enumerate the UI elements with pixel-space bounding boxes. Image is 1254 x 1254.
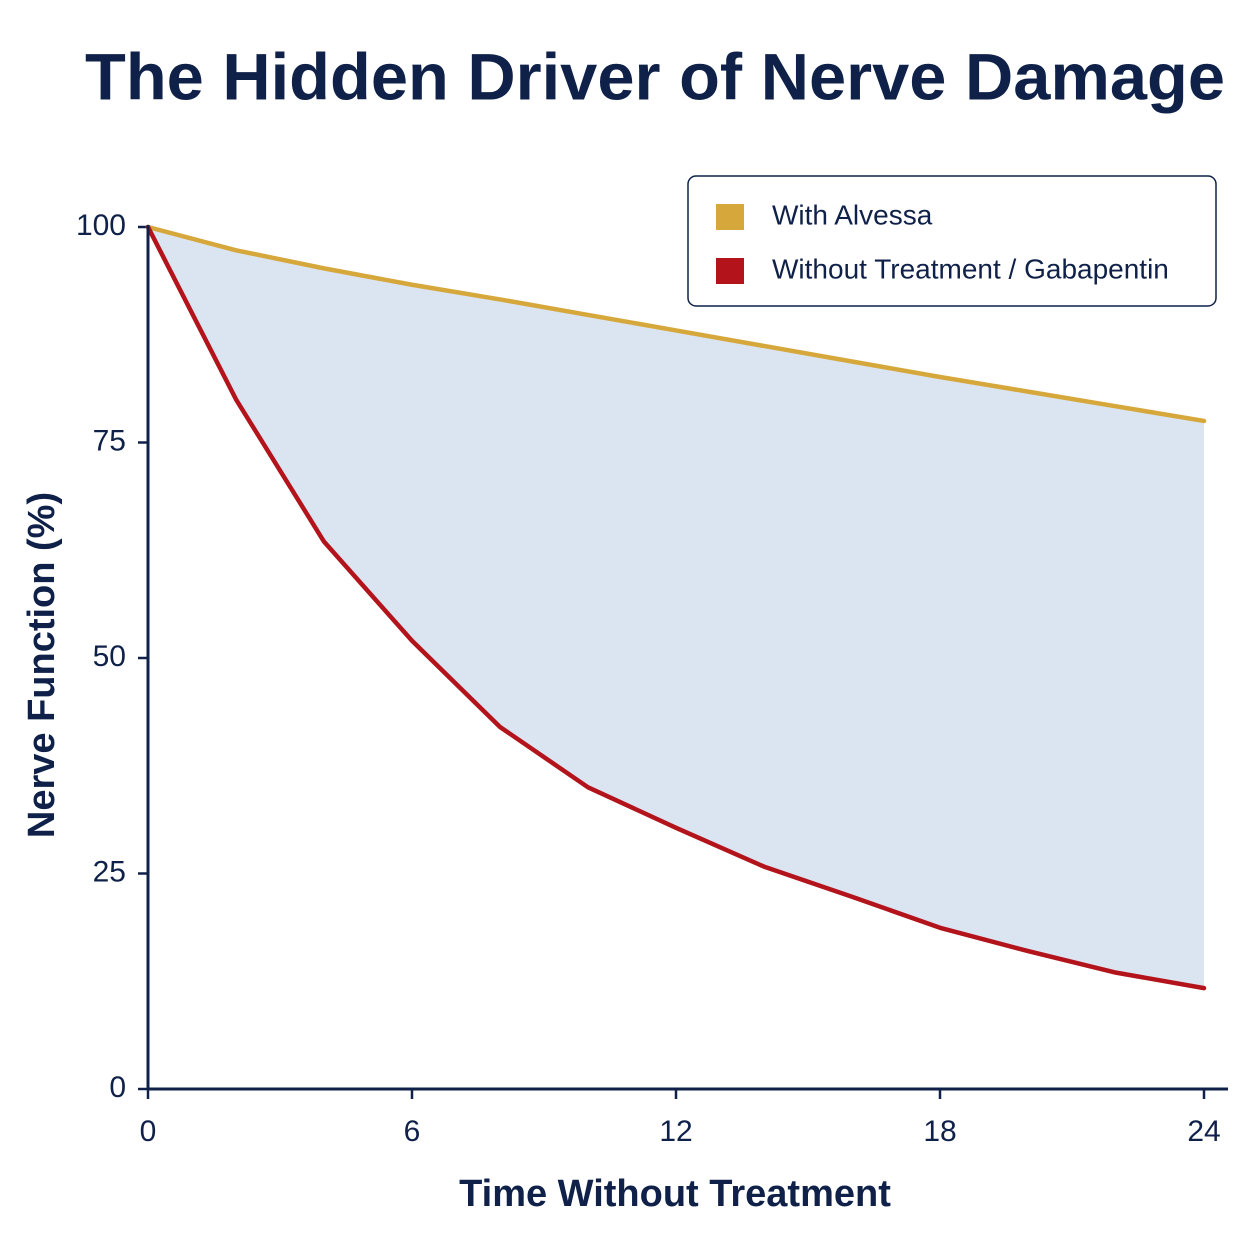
line-series (145, 224, 1207, 424)
chart-title: The Hidden Driver of Nerve Damage (85, 39, 1225, 113)
y-tick-label: 50 (93, 640, 126, 673)
y-tick-label: 0 (109, 1071, 126, 1104)
x-tick-label: 18 (923, 1115, 956, 1148)
legend-label: Without Treatment / Gabapentin (772, 253, 1169, 284)
legend-box (687, 175, 1217, 307)
y-tick-label: 25 (93, 855, 126, 888)
x-tick-label: 0 (140, 1115, 157, 1148)
y-tick-label: 75 (93, 424, 126, 457)
legend-swatch (716, 258, 744, 284)
x-tick-label: 24 (1187, 1115, 1220, 1148)
x-axis-label: Time Without Treatment (459, 1173, 891, 1215)
fill-between (148, 227, 1204, 989)
legend-label: With Alvessa (772, 199, 933, 230)
x-tick-label: 6 (404, 1115, 421, 1148)
line-series (145, 224, 1207, 991)
y-tick-label: 100 (76, 209, 126, 242)
y-axis-label: Nerve Function (%) (21, 492, 63, 838)
x-tick-label: 12 (659, 1115, 692, 1148)
legend-swatch (716, 204, 744, 230)
